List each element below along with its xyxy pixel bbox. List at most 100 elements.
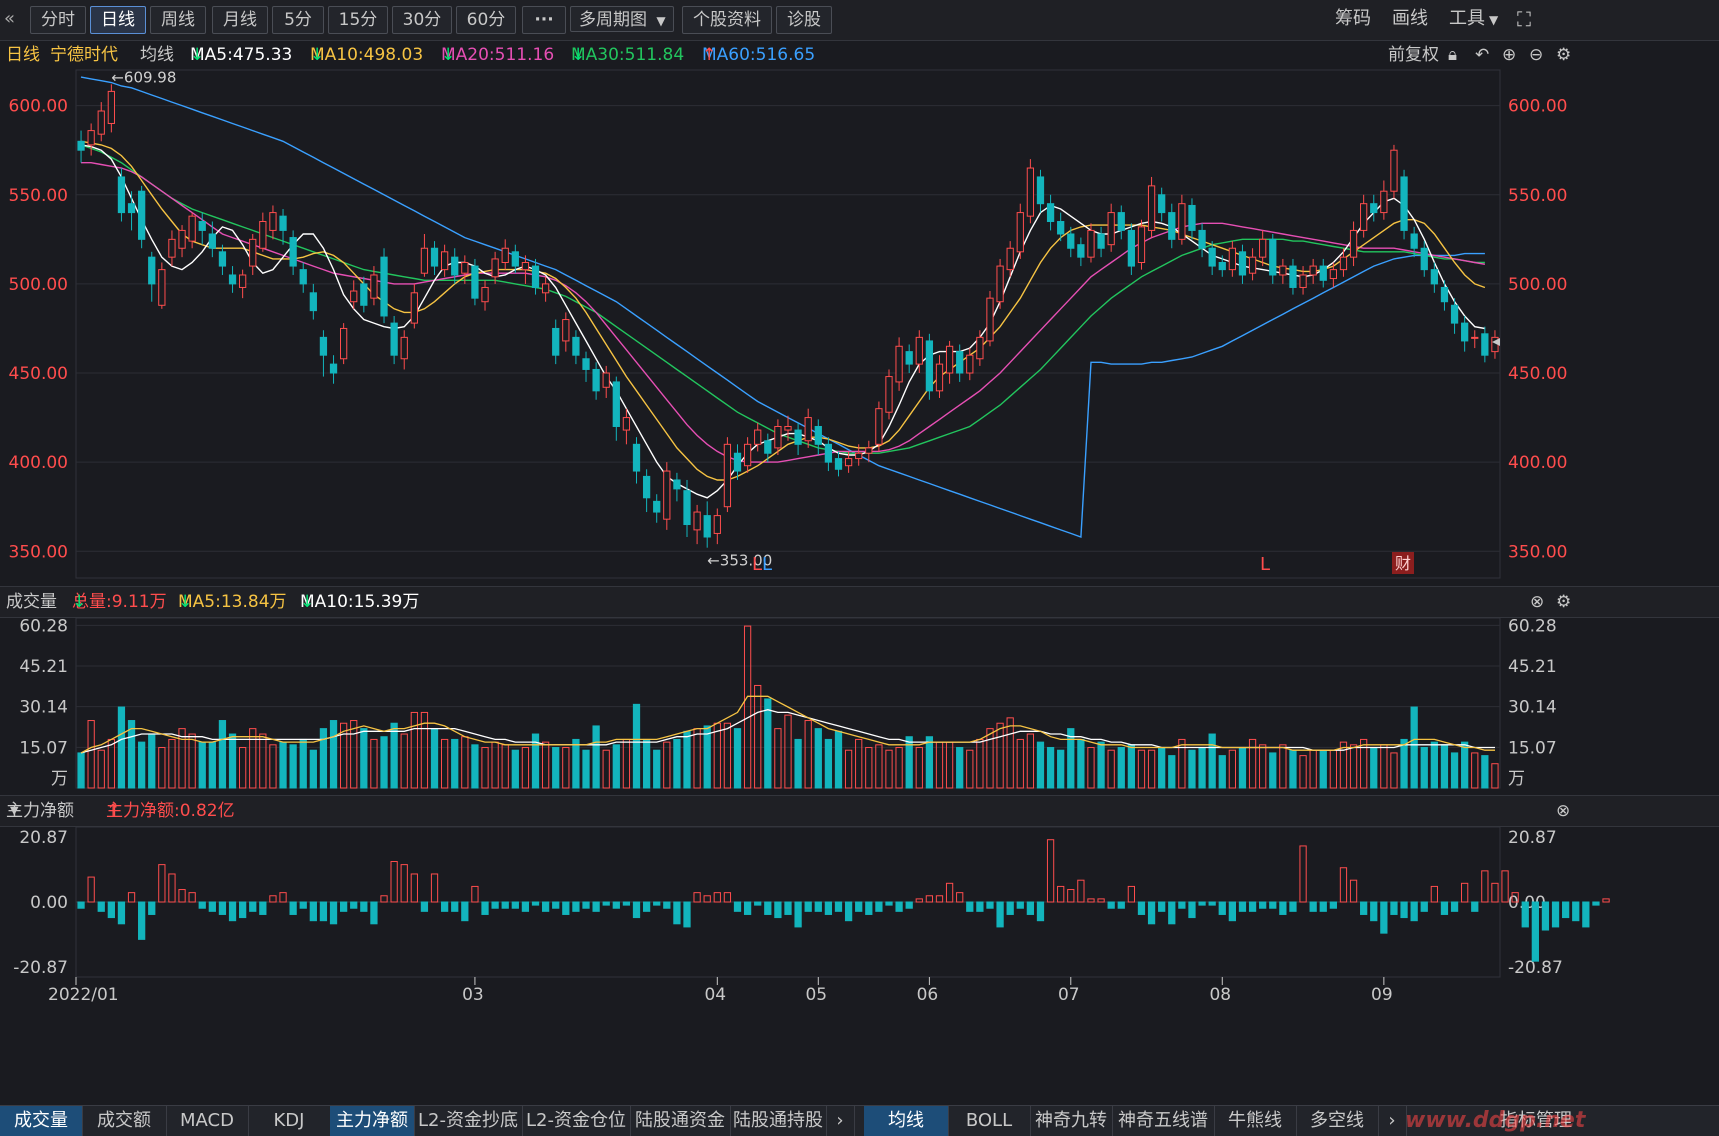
tab-l2-position[interactable]: L2-资金仓位 [522, 1106, 631, 1136]
tab-l2-bottom[interactable]: L2-资金抄底 [414, 1106, 523, 1136]
candle [562, 312, 570, 352]
price-tick-left: 400.00 [9, 453, 68, 473]
period-tab-fenshi[interactable]: 分时 [30, 6, 86, 34]
candle [309, 283, 317, 320]
tab-boll[interactable]: BOLL [948, 1106, 1031, 1136]
flow-bar [117, 901, 126, 925]
candle-body [1188, 204, 1196, 231]
indicator-manage-button[interactable]: 指标管理 [1500, 1110, 1572, 1131]
candle [1057, 212, 1065, 242]
candle-body [1349, 229, 1358, 258]
watermark: www.ddgp.net [1405, 1108, 1586, 1133]
adjust-mode-button[interactable]: 前复权 [1388, 45, 1439, 65]
candle [350, 280, 358, 309]
collapse-icon[interactable]: « [4, 8, 16, 29]
flow-bar [329, 901, 338, 925]
fullscreen-icon[interactable]: ⛶ [1517, 7, 1531, 31]
period-tab-daily[interactable]: 日线 [90, 6, 146, 34]
zoom-in-icon[interactable]: ⊕ [1502, 45, 1517, 65]
volume-bar [87, 720, 95, 789]
volume-bar [663, 741, 671, 789]
tab-main-net-flow[interactable]: 主力净额 [330, 1106, 415, 1136]
volume-bar [612, 744, 620, 789]
multi-period-dropdown[interactable]: 多周期图 ▼ [570, 6, 674, 32]
candle [380, 248, 388, 324]
flow-bar [1349, 879, 1358, 903]
tab-northbound-holding[interactable]: 陆股通持股 [730, 1106, 827, 1136]
flow-bar [653, 901, 661, 906]
ma-indicator-label[interactable]: 均线 [140, 45, 174, 65]
flow-bar [1299, 845, 1307, 903]
volume-bar [430, 728, 439, 789]
candle [340, 323, 348, 365]
flow-bar [865, 901, 873, 915]
flow-bar [521, 901, 530, 912]
period-tab-15min[interactable]: 15分 [328, 6, 388, 34]
period-tab-weekly[interactable]: 周线 [150, 6, 206, 34]
volume-bar [582, 749, 590, 789]
candle [1390, 144, 1398, 199]
volume-bar [1016, 738, 1024, 789]
close-panel-icon[interactable]: ⊗ [1556, 801, 1571, 821]
undo-icon[interactable]: ↶ [1475, 45, 1490, 65]
tab-bull-bear[interactable]: 牛熊线 [1214, 1106, 1297, 1136]
draw-line-button[interactable]: 画线 [1392, 8, 1428, 29]
volume-panel-title[interactable]: 成交量 [6, 592, 57, 612]
volume-bar [1067, 728, 1075, 789]
flow-bar [723, 892, 732, 903]
tab-volume[interactable]: 成交量 [0, 1106, 83, 1136]
lock-icon[interactable]: 🔒︎ [1448, 45, 1458, 65]
flow-bar [511, 901, 519, 909]
candle [228, 266, 237, 293]
candle [390, 315, 398, 365]
volume-bar [986, 728, 994, 789]
candle-body [885, 376, 893, 413]
flow-bar [127, 892, 136, 903]
candle-body [279, 215, 287, 231]
candle [804, 408, 812, 448]
price-tick-left: 550.00 [9, 186, 68, 206]
candle-body [986, 297, 994, 342]
flow-bar [1279, 901, 1287, 915]
stock-name[interactable]: 宁德时代 [50, 45, 118, 65]
flow-bar [239, 901, 247, 919]
tab-turnover[interactable]: 成交额 [82, 1106, 167, 1136]
financial-report-label: 财 [1395, 554, 1411, 573]
main-chart-area[interactable]: 600.00 600.00 550.00 550.00 500.00 500.00 450.… [0, 0, 1719, 1105]
period-tab-30min[interactable]: 30分 [392, 6, 452, 34]
volume-bar [117, 706, 126, 789]
flow-bar [713, 892, 721, 903]
tab-magic-nine[interactable]: 神奇九转 [1030, 1106, 1113, 1136]
flow-bar [834, 901, 843, 912]
candle-body [1208, 247, 1216, 267]
tab-kdj[interactable]: KDJ [248, 1106, 331, 1136]
tab-long-short[interactable]: 多空线 [1296, 1106, 1379, 1136]
candle [1087, 223, 1095, 263]
period-tab-monthly[interactable]: 月线 [212, 6, 268, 34]
period-tab-5min[interactable]: 5分 [272, 6, 324, 34]
scroll-right-icon[interactable]: › [1378, 1106, 1407, 1136]
volume-bar [1046, 747, 1055, 789]
candle-body [875, 408, 883, 445]
tab-overlay-ma[interactable]: 均线 [864, 1106, 949, 1136]
flow-bar [1592, 901, 1600, 906]
tab-northbound-flow[interactable]: 陆股通资金 [630, 1106, 731, 1136]
diagnose-button[interactable]: 诊股 [776, 6, 832, 34]
panel-settings-icon[interactable]: ⚙ [1556, 592, 1572, 612]
tab-magic-five-lines[interactable]: 神奇五线谱 [1112, 1106, 1215, 1136]
tools-button[interactable]: 工具 ▼ [1449, 6, 1498, 32]
tab-macd[interactable]: MACD [166, 1106, 249, 1136]
flow-bar [400, 864, 408, 903]
flow-bar [1238, 901, 1247, 912]
settings-icon[interactable]: ⚙ [1556, 45, 1572, 65]
zoom-out-icon[interactable]: ⊖ [1529, 45, 1544, 65]
volume-bar [632, 703, 641, 789]
stock-info-button[interactable]: 个股资料 [682, 6, 772, 34]
chips-button[interactable]: 筹码 [1335, 8, 1371, 29]
scroll-right-icon[interactable]: › [826, 1106, 855, 1136]
date-tick-label: 05 [805, 985, 827, 1005]
close-panel-icon[interactable]: ⊗ [1530, 592, 1545, 612]
more-periods-button[interactable]: ··· [522, 6, 566, 34]
flow-bar [1531, 901, 1539, 962]
period-tab-60min[interactable]: 60分 [456, 6, 516, 34]
